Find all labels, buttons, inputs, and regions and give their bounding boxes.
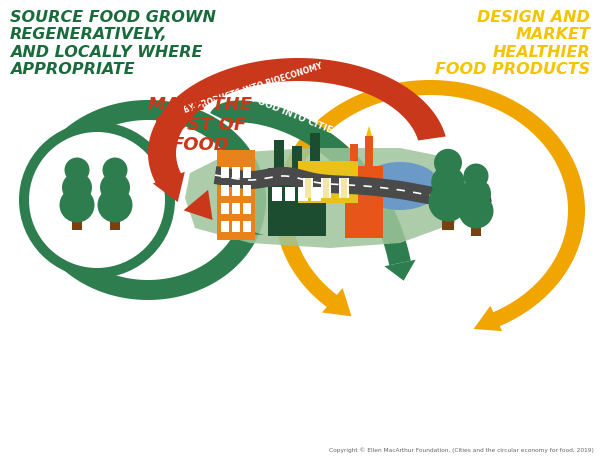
Bar [339, 178, 349, 198]
Bar [272, 187, 282, 201]
Bar [243, 185, 251, 196]
Polygon shape [322, 288, 352, 316]
Bar [292, 146, 302, 168]
Text: MAKE THE
MOST OF
FOOD: MAKE THE MOST OF FOOD [148, 96, 252, 154]
Bar [345, 166, 383, 238]
Bar [442, 202, 454, 230]
Bar [72, 205, 82, 230]
Bar [311, 187, 321, 201]
Bar [323, 178, 329, 198]
Bar [341, 178, 347, 198]
Polygon shape [153, 172, 185, 202]
Circle shape [464, 164, 488, 189]
Polygon shape [210, 100, 411, 265]
Bar [232, 167, 240, 178]
Bar [321, 178, 331, 198]
Text: FOOD INTO CITIES: FOOD INTO CITIES [250, 94, 340, 137]
Ellipse shape [360, 162, 440, 210]
Bar [243, 221, 251, 232]
Bar [217, 150, 255, 240]
Circle shape [461, 179, 491, 208]
Bar [221, 167, 229, 178]
Bar [221, 221, 229, 232]
Polygon shape [148, 58, 446, 185]
Circle shape [458, 193, 493, 229]
Circle shape [29, 132, 165, 268]
Bar [268, 168, 326, 236]
Bar [298, 187, 308, 201]
Bar [232, 221, 240, 232]
Circle shape [19, 122, 175, 278]
Polygon shape [235, 228, 264, 235]
Bar [305, 178, 311, 198]
Bar [243, 203, 251, 214]
Circle shape [428, 182, 467, 222]
Text: BY-PRODUCTS INTO BIOECONOMY: BY-PRODUCTS INTO BIOECONOMY [182, 61, 323, 114]
Polygon shape [385, 260, 416, 281]
Polygon shape [275, 80, 585, 328]
Polygon shape [184, 190, 212, 220]
Circle shape [62, 173, 92, 202]
Bar [285, 187, 295, 201]
Bar [298, 161, 358, 203]
Bar [303, 178, 313, 198]
Polygon shape [366, 126, 372, 136]
Polygon shape [473, 306, 502, 331]
Circle shape [431, 166, 465, 199]
Text: DESIGN AND
MARKET
HEALTHIER
FOOD PRODUCTS: DESIGN AND MARKET HEALTHIER FOOD PRODUCT… [435, 10, 590, 77]
Bar [310, 133, 320, 168]
Bar [110, 205, 120, 230]
Circle shape [103, 158, 128, 182]
Bar [221, 203, 229, 214]
Bar [243, 167, 251, 178]
Bar [232, 203, 240, 214]
Bar [274, 140, 284, 168]
Text: INFLUENCE: INFLUENCE [568, 178, 577, 234]
Bar [221, 185, 229, 196]
Text: Copyright © Ellen MacArthur Foundation, (Cities and the circular economy for foo: Copyright © Ellen MacArthur Foundation, … [329, 447, 594, 453]
Circle shape [100, 173, 130, 202]
Circle shape [65, 158, 89, 182]
Text: SOURCE FOOD GROWN
REGENERATIVELY,
AND LOCALLY WHERE
APPROPRIATE: SOURCE FOOD GROWN REGENERATIVELY, AND LO… [10, 10, 216, 77]
Circle shape [434, 149, 462, 177]
Polygon shape [30, 100, 266, 300]
Circle shape [59, 187, 95, 223]
Polygon shape [214, 166, 492, 207]
Bar [365, 136, 373, 166]
Circle shape [97, 187, 133, 223]
Bar [471, 211, 481, 236]
Bar [232, 185, 240, 196]
Bar [350, 144, 358, 166]
Polygon shape [185, 148, 465, 248]
